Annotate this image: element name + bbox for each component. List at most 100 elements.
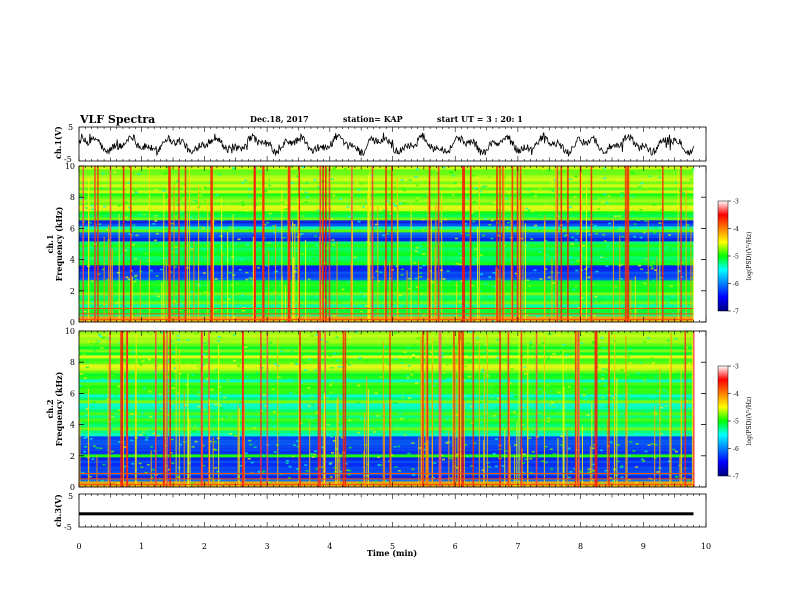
spectrogram-impulse [118,214,120,322]
spectrogram-noise [487,176,491,178]
spectrogram-noise [638,185,642,188]
spectrogram-noise [413,343,417,346]
spectrogram-noise [616,194,619,197]
spectrogram-impulse [389,262,391,322]
spectrogram-noise [501,465,505,467]
spectrogram-noise [552,282,556,284]
spectrogram-noise [687,197,691,199]
spectrogram-noise [233,243,237,246]
spectrogram-noise [670,172,674,174]
spectrogram-noise [393,186,397,189]
spectrogram-noise [492,349,496,352]
spectrogram-impulse [94,166,96,322]
spectrogram-noise [233,420,237,423]
spectrogram-impulse [567,166,569,322]
ytick-label: 8 [70,358,75,367]
spectrogram-line [79,483,694,485]
spectrogram-noise [556,334,560,336]
spectrogram-noise [156,295,160,298]
spectrogram-noise [645,279,649,282]
spectrogram-impulse [130,166,132,322]
spectrogram-noise [245,376,249,378]
spectrogram-impulse [227,232,229,322]
spectrogram-noise [270,218,274,220]
spectrogram-noise [650,267,654,270]
spectrogram-noise [463,253,467,256]
spectrogram-noise [81,471,85,474]
spectrogram-noise [364,305,368,307]
spectrogram-impulse [496,166,498,322]
spectrogram-noise [595,270,599,273]
spectrogram-noise [98,223,102,225]
spectrogram-impulse [626,384,628,487]
spectrogram-noise [338,301,342,304]
spectrogram-noise [639,209,643,211]
spectrogram-noise [106,279,110,281]
spectrogram-noise [574,285,578,288]
spectrogram-impulse [634,276,636,322]
spectrogram-noise [553,179,557,182]
spectrogram-band [79,385,694,389]
spectrogram-noise [395,202,398,205]
spectrogram-noise [691,168,695,170]
spectrogram-noise [658,186,662,189]
spectrogram-noise [626,403,630,406]
spectrogram-impulse [448,430,450,487]
spectrogram-noise [436,354,440,356]
spectrogram-noise [222,416,226,419]
spectrogram-noise [571,236,575,239]
spectrogram-noise [203,388,207,390]
spectrogram-noise [598,300,602,303]
spectrogram-noise [411,257,415,260]
spectrogram-noise [278,229,282,232]
spectrogram-noise [398,412,402,415]
spectrogram-noise [425,226,429,229]
spectrogram-impulse [426,331,429,487]
spectrogram-noise [600,256,604,258]
spectrogram-noise [403,189,406,192]
spectrogram-noise [582,394,586,396]
spectrogram-noise [154,220,158,222]
spectrogram-noise [347,364,351,366]
spectrogram-noise [441,303,445,305]
spectrogram-noise [589,410,593,413]
spectrogram-impulse [122,166,125,322]
ch3-waveform-ylabel: ch.3(V) [53,494,63,527]
spectrogram-noise [668,234,671,236]
spectrogram-noise [493,415,497,417]
spectrogram-impulse [123,361,125,487]
spectrogram-noise [331,244,335,246]
spectrogram-impulse [516,421,518,487]
spectrogram-impulse [88,208,90,322]
spectrogram-noise [218,404,222,407]
spectrogram-noise [156,280,160,282]
spectrogram-noise [400,274,404,276]
spectrogram-noise [541,169,545,171]
spectrogram-noise [613,228,617,231]
spectrogram-noise [153,404,157,406]
spectrogram-noise [317,186,321,188]
spectrogram-impulse [486,334,488,487]
spectrogram-noise [173,266,177,268]
spectrogram-noise [152,432,156,435]
spectrogram-band [79,457,694,461]
spectrogram-noise [429,173,433,176]
spectrogram-noise [538,388,542,390]
spectrogram-noise [549,448,553,450]
spectrogram-noise [355,182,358,184]
spectrogram-noise [252,426,256,429]
spectrogram-noise [448,171,452,173]
spectrogram-band [79,403,694,407]
spectrogram-noise [525,207,529,210]
spectrogram-noise [654,226,658,228]
spectrogram-impulse [186,212,188,322]
spectrogram-noise [141,431,145,433]
spectrogram-noise [357,189,361,191]
spectrogram-noise [135,234,139,237]
spectrogram-noise [193,425,197,428]
spectrogram-noise [620,278,623,280]
spectrogram-noise [609,477,613,479]
spectrogram-noise [392,402,396,404]
spectrogram-noise [468,375,472,378]
spectrogram-noise [261,454,264,456]
